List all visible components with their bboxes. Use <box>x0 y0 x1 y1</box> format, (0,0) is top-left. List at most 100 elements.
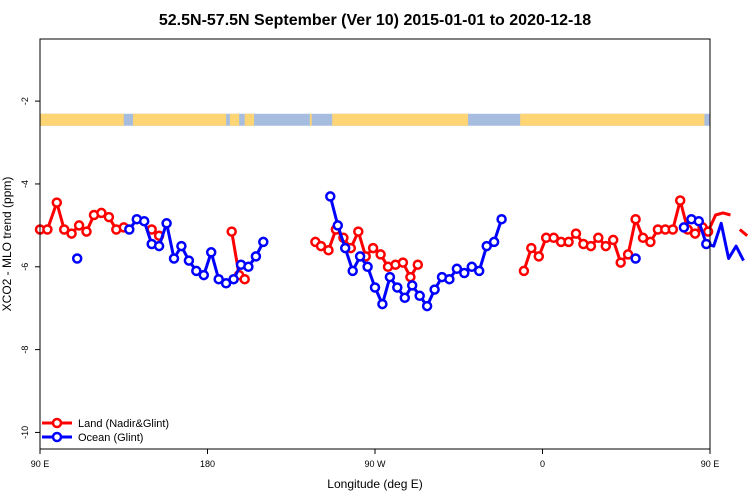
data-point <box>183 255 195 266</box>
y-axis-label: XCO2 - MLO trend (ppm) <box>0 177 14 312</box>
data-point <box>153 240 165 252</box>
data-point <box>377 298 388 310</box>
data-point <box>168 253 180 264</box>
data-point <box>323 244 334 256</box>
data-point <box>526 242 537 254</box>
data-point <box>533 251 545 262</box>
series-0 <box>34 195 749 285</box>
series-line <box>738 228 749 237</box>
data-point <box>481 240 492 252</box>
data-point <box>518 265 530 277</box>
data-point <box>630 213 641 225</box>
data-point <box>473 265 485 277</box>
x-axis-label: Longitude (deg E) <box>327 477 422 491</box>
legend-label-ocean: Ocean (Glint) <box>78 432 143 444</box>
y-tick-label: -8 <box>20 346 30 354</box>
data-point <box>42 224 53 235</box>
data-point <box>637 232 649 244</box>
data-point <box>689 228 701 239</box>
data-point <box>667 224 679 235</box>
legend: Land (Nadir&Glint) Ocean (Glint) <box>42 417 169 444</box>
chart-title: 52.5N-57.5N September (Ver 10) 2015-01-0… <box>159 12 591 29</box>
data-point <box>593 232 604 244</box>
series-1 <box>71 191 745 312</box>
data-point <box>315 240 327 252</box>
data-point <box>81 226 92 237</box>
data-point <box>96 207 107 219</box>
land-band-segment <box>309 113 312 126</box>
data-point <box>392 282 403 293</box>
data-point <box>228 273 239 285</box>
data-point <box>701 238 712 250</box>
y-tick-label: -2 <box>20 97 30 105</box>
data-point <box>702 226 714 237</box>
data-point <box>375 249 386 260</box>
land-band-segment <box>332 113 469 126</box>
data-point <box>399 292 411 304</box>
data-point <box>258 236 269 248</box>
data-point <box>674 195 686 206</box>
data-point <box>73 220 85 231</box>
data-point <box>250 251 262 262</box>
x-tick-label: 90 W <box>364 459 386 469</box>
series-line <box>682 217 745 262</box>
y-tick-label: -10 <box>20 426 30 439</box>
data-point <box>243 261 254 273</box>
x-tick-label: 90 E <box>31 459 50 469</box>
y-tick-label: -6 <box>20 263 30 271</box>
data-point <box>339 242 351 254</box>
data-point <box>332 220 344 231</box>
data-point <box>239 273 250 285</box>
data-point <box>496 213 507 225</box>
data-point <box>444 273 455 285</box>
data-point <box>384 271 396 283</box>
data-point <box>362 261 373 273</box>
data-point <box>645 236 656 248</box>
land-band-segment <box>133 113 227 126</box>
data-point <box>176 240 187 252</box>
data-point <box>563 236 574 248</box>
data-point <box>421 300 433 312</box>
data-point <box>406 280 418 291</box>
data-point <box>205 247 217 258</box>
data-point <box>585 240 597 252</box>
x-tick-label: 90 E <box>701 459 720 469</box>
data-point <box>367 242 379 254</box>
x-tick-label: 0 <box>540 459 545 469</box>
data-point <box>397 257 409 268</box>
series-layer <box>34 191 749 312</box>
data-point <box>191 265 202 277</box>
data-point <box>103 211 115 223</box>
data-point <box>600 240 612 252</box>
data-point <box>466 261 478 273</box>
data-point <box>369 282 381 293</box>
data-point <box>678 222 690 233</box>
data-point <box>354 251 366 262</box>
data-point <box>198 269 210 281</box>
land-band-segment <box>244 113 255 126</box>
land-band-segment <box>520 113 705 126</box>
data-point <box>630 253 641 264</box>
data-point <box>325 191 336 202</box>
data-point <box>607 234 619 246</box>
legend-label-land: Land (Nadir&Glint) <box>78 418 169 430</box>
data-point <box>488 236 500 248</box>
series-line <box>328 196 504 308</box>
data-point <box>226 226 237 237</box>
data-point <box>138 215 150 227</box>
data-point <box>429 284 440 295</box>
data-point <box>51 197 63 208</box>
legend-swatch-marker-land <box>51 417 63 429</box>
data-point <box>405 271 416 283</box>
data-point <box>412 259 424 270</box>
data-point <box>71 253 83 264</box>
x-tick-label: 180 <box>200 459 215 469</box>
data-point <box>615 257 626 268</box>
series-line <box>706 211 731 233</box>
legend-swatch-marker-ocean <box>51 431 63 443</box>
data-point <box>414 290 425 302</box>
y-tick-label: -4 <box>20 180 30 188</box>
data-point <box>353 226 364 237</box>
data-point <box>220 278 232 289</box>
